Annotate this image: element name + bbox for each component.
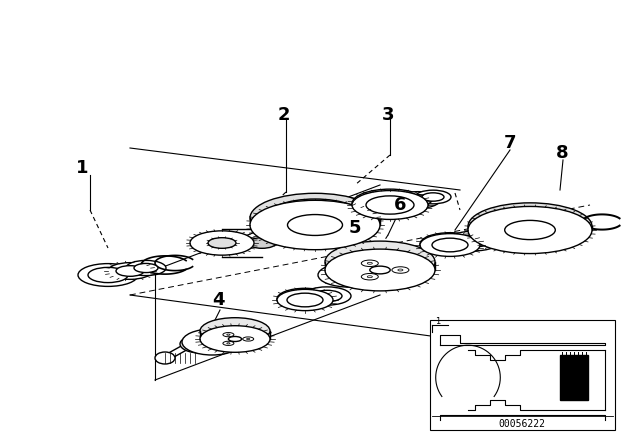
- Ellipse shape: [468, 207, 592, 254]
- Text: 1: 1: [76, 159, 88, 177]
- Ellipse shape: [415, 190, 451, 204]
- Ellipse shape: [223, 332, 234, 337]
- Ellipse shape: [248, 238, 276, 248]
- Ellipse shape: [155, 352, 175, 364]
- Ellipse shape: [208, 238, 236, 248]
- Ellipse shape: [180, 335, 220, 353]
- Ellipse shape: [404, 195, 432, 205]
- Ellipse shape: [367, 263, 372, 264]
- Ellipse shape: [448, 231, 500, 251]
- Ellipse shape: [312, 290, 342, 302]
- Ellipse shape: [250, 193, 380, 243]
- Ellipse shape: [362, 260, 378, 267]
- Ellipse shape: [108, 263, 152, 280]
- Text: 1: 1: [435, 317, 440, 326]
- Text: 7: 7: [504, 134, 516, 152]
- Ellipse shape: [396, 192, 440, 208]
- Ellipse shape: [265, 199, 365, 237]
- Bar: [430, 320, 615, 430]
- Ellipse shape: [200, 326, 270, 352]
- Ellipse shape: [484, 209, 576, 244]
- Text: 5: 5: [349, 219, 361, 237]
- Ellipse shape: [287, 293, 323, 307]
- Ellipse shape: [366, 196, 414, 214]
- Text: 2: 2: [278, 106, 291, 124]
- Ellipse shape: [287, 215, 342, 236]
- Ellipse shape: [420, 233, 480, 256]
- Text: 4: 4: [212, 291, 224, 309]
- Ellipse shape: [370, 266, 390, 274]
- Ellipse shape: [352, 189, 428, 218]
- Ellipse shape: [190, 231, 254, 255]
- Ellipse shape: [352, 190, 428, 220]
- Ellipse shape: [287, 292, 323, 306]
- Ellipse shape: [250, 200, 380, 250]
- Ellipse shape: [318, 263, 382, 287]
- Text: 00056222: 00056222: [499, 419, 545, 429]
- Ellipse shape: [78, 263, 138, 286]
- Ellipse shape: [277, 289, 333, 310]
- Ellipse shape: [325, 249, 435, 291]
- Ellipse shape: [366, 194, 414, 213]
- Text: 3: 3: [381, 106, 394, 124]
- Ellipse shape: [223, 341, 234, 345]
- Ellipse shape: [505, 220, 556, 240]
- Ellipse shape: [88, 267, 128, 283]
- Ellipse shape: [422, 193, 444, 201]
- Text: 6: 6: [394, 196, 406, 214]
- Ellipse shape: [134, 263, 158, 272]
- Ellipse shape: [432, 238, 468, 252]
- Ellipse shape: [246, 338, 250, 340]
- Ellipse shape: [398, 269, 403, 271]
- Ellipse shape: [182, 329, 242, 355]
- Bar: [560, 355, 588, 400]
- Ellipse shape: [126, 260, 166, 276]
- Ellipse shape: [468, 203, 592, 250]
- Ellipse shape: [243, 337, 253, 341]
- Ellipse shape: [303, 287, 351, 305]
- Ellipse shape: [362, 273, 378, 280]
- Ellipse shape: [116, 266, 144, 276]
- Ellipse shape: [392, 267, 409, 273]
- Ellipse shape: [458, 235, 490, 247]
- Ellipse shape: [277, 288, 333, 310]
- Ellipse shape: [420, 233, 480, 255]
- Ellipse shape: [367, 276, 372, 278]
- Ellipse shape: [200, 318, 270, 345]
- Text: 8: 8: [556, 144, 568, 162]
- Ellipse shape: [227, 334, 230, 335]
- Ellipse shape: [330, 267, 370, 283]
- Ellipse shape: [227, 343, 230, 344]
- Ellipse shape: [325, 241, 435, 283]
- Ellipse shape: [228, 336, 242, 341]
- Ellipse shape: [432, 237, 468, 251]
